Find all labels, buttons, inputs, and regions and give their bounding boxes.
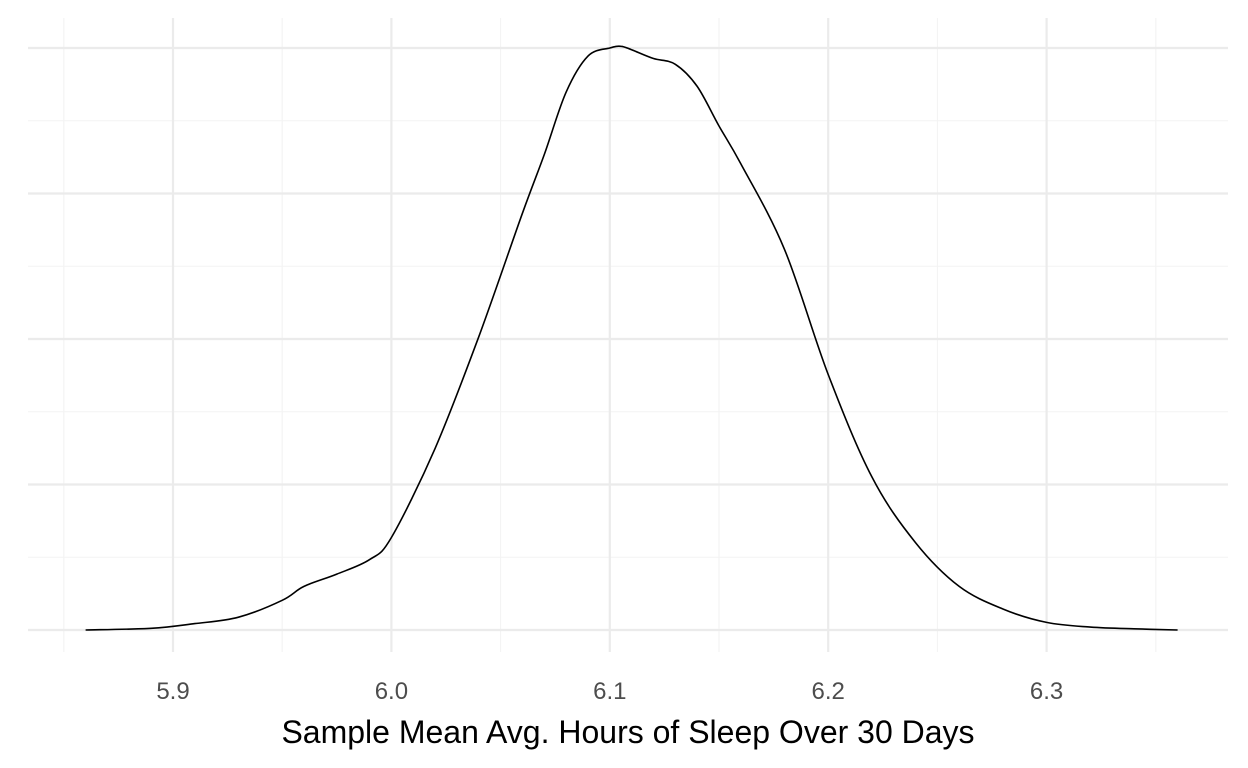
x-tick-label: 6.2 <box>812 678 845 705</box>
x-tick-label: 6.3 <box>1030 678 1063 705</box>
x-tick-label: 5.9 <box>156 678 189 705</box>
x-tick-label: 6.1 <box>593 678 626 705</box>
x-axis-title: Sample Mean Avg. Hours of Sleep Over 30 … <box>281 714 974 750</box>
density-curve <box>85 45 1178 631</box>
grid-lines <box>28 18 1228 652</box>
x-axis-tick-labels: 5.9 6.0 6.1 6.2 6.3 <box>156 678 1063 705</box>
x-tick-label: 6.0 <box>375 678 408 705</box>
